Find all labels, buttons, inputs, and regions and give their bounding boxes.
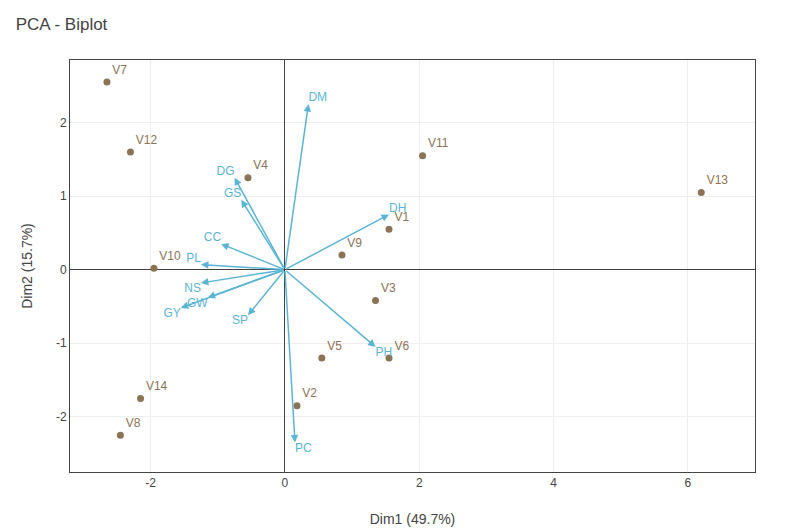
svg-text:0: 0 [60,263,67,277]
svg-text:V12: V12 [136,133,158,147]
svg-text:V2: V2 [302,386,317,400]
svg-text:V8: V8 [126,416,141,430]
svg-text:PC: PC [295,441,312,455]
svg-text:0: 0 [282,476,289,490]
svg-text:V7: V7 [112,63,127,77]
svg-text:-1: -1 [56,336,67,350]
svg-text:CC: CC [204,230,222,244]
svg-text:V5: V5 [327,339,342,353]
svg-text:PH: PH [376,345,393,359]
svg-text:V9: V9 [347,236,362,250]
svg-text:SP: SP [232,313,248,327]
svg-text:V14: V14 [146,379,168,393]
svg-text:Dim2 (15.7%): Dim2 (15.7%) [19,223,35,309]
svg-text:2: 2 [416,476,423,490]
svg-text:1: 1 [60,189,67,203]
svg-text:GY: GY [163,306,180,320]
svg-text:V3: V3 [381,281,396,295]
svg-text:V13: V13 [707,173,729,187]
svg-text:GS: GS [224,186,241,200]
svg-text:NS: NS [184,281,201,295]
svg-text:DG: DG [217,164,235,178]
svg-text:-2: -2 [56,410,67,424]
svg-text:PL: PL [186,251,201,265]
svg-text:Dim1 (49.7%): Dim1 (49.7%) [370,511,456,527]
svg-text:-2: -2 [145,476,156,490]
svg-text:V6: V6 [394,339,409,353]
svg-text:6: 6 [684,476,691,490]
svg-text:V11: V11 [428,136,449,150]
svg-text:V4: V4 [253,158,268,172]
svg-text:V10: V10 [159,249,181,263]
svg-text:4: 4 [550,476,557,490]
svg-text:GW: GW [187,296,208,310]
svg-text:DH: DH [389,201,406,215]
svg-text:DM: DM [308,90,327,104]
svg-text:V1: V1 [394,210,409,224]
svg-text:2: 2 [60,116,67,130]
svg-text:PCA - Biplot: PCA - Biplot [16,15,108,34]
